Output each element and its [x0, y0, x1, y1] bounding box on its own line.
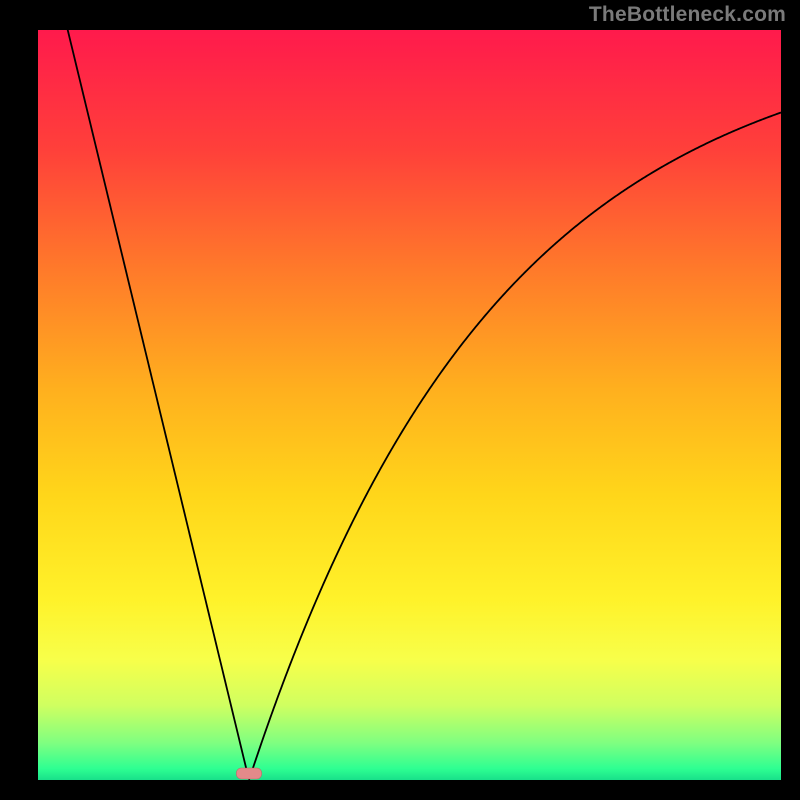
optimum-marker	[236, 768, 261, 779]
bottleneck-curve-plot	[38, 30, 781, 780]
source-watermark: TheBottleneck.com	[589, 3, 786, 27]
gradient-background	[38, 30, 781, 780]
